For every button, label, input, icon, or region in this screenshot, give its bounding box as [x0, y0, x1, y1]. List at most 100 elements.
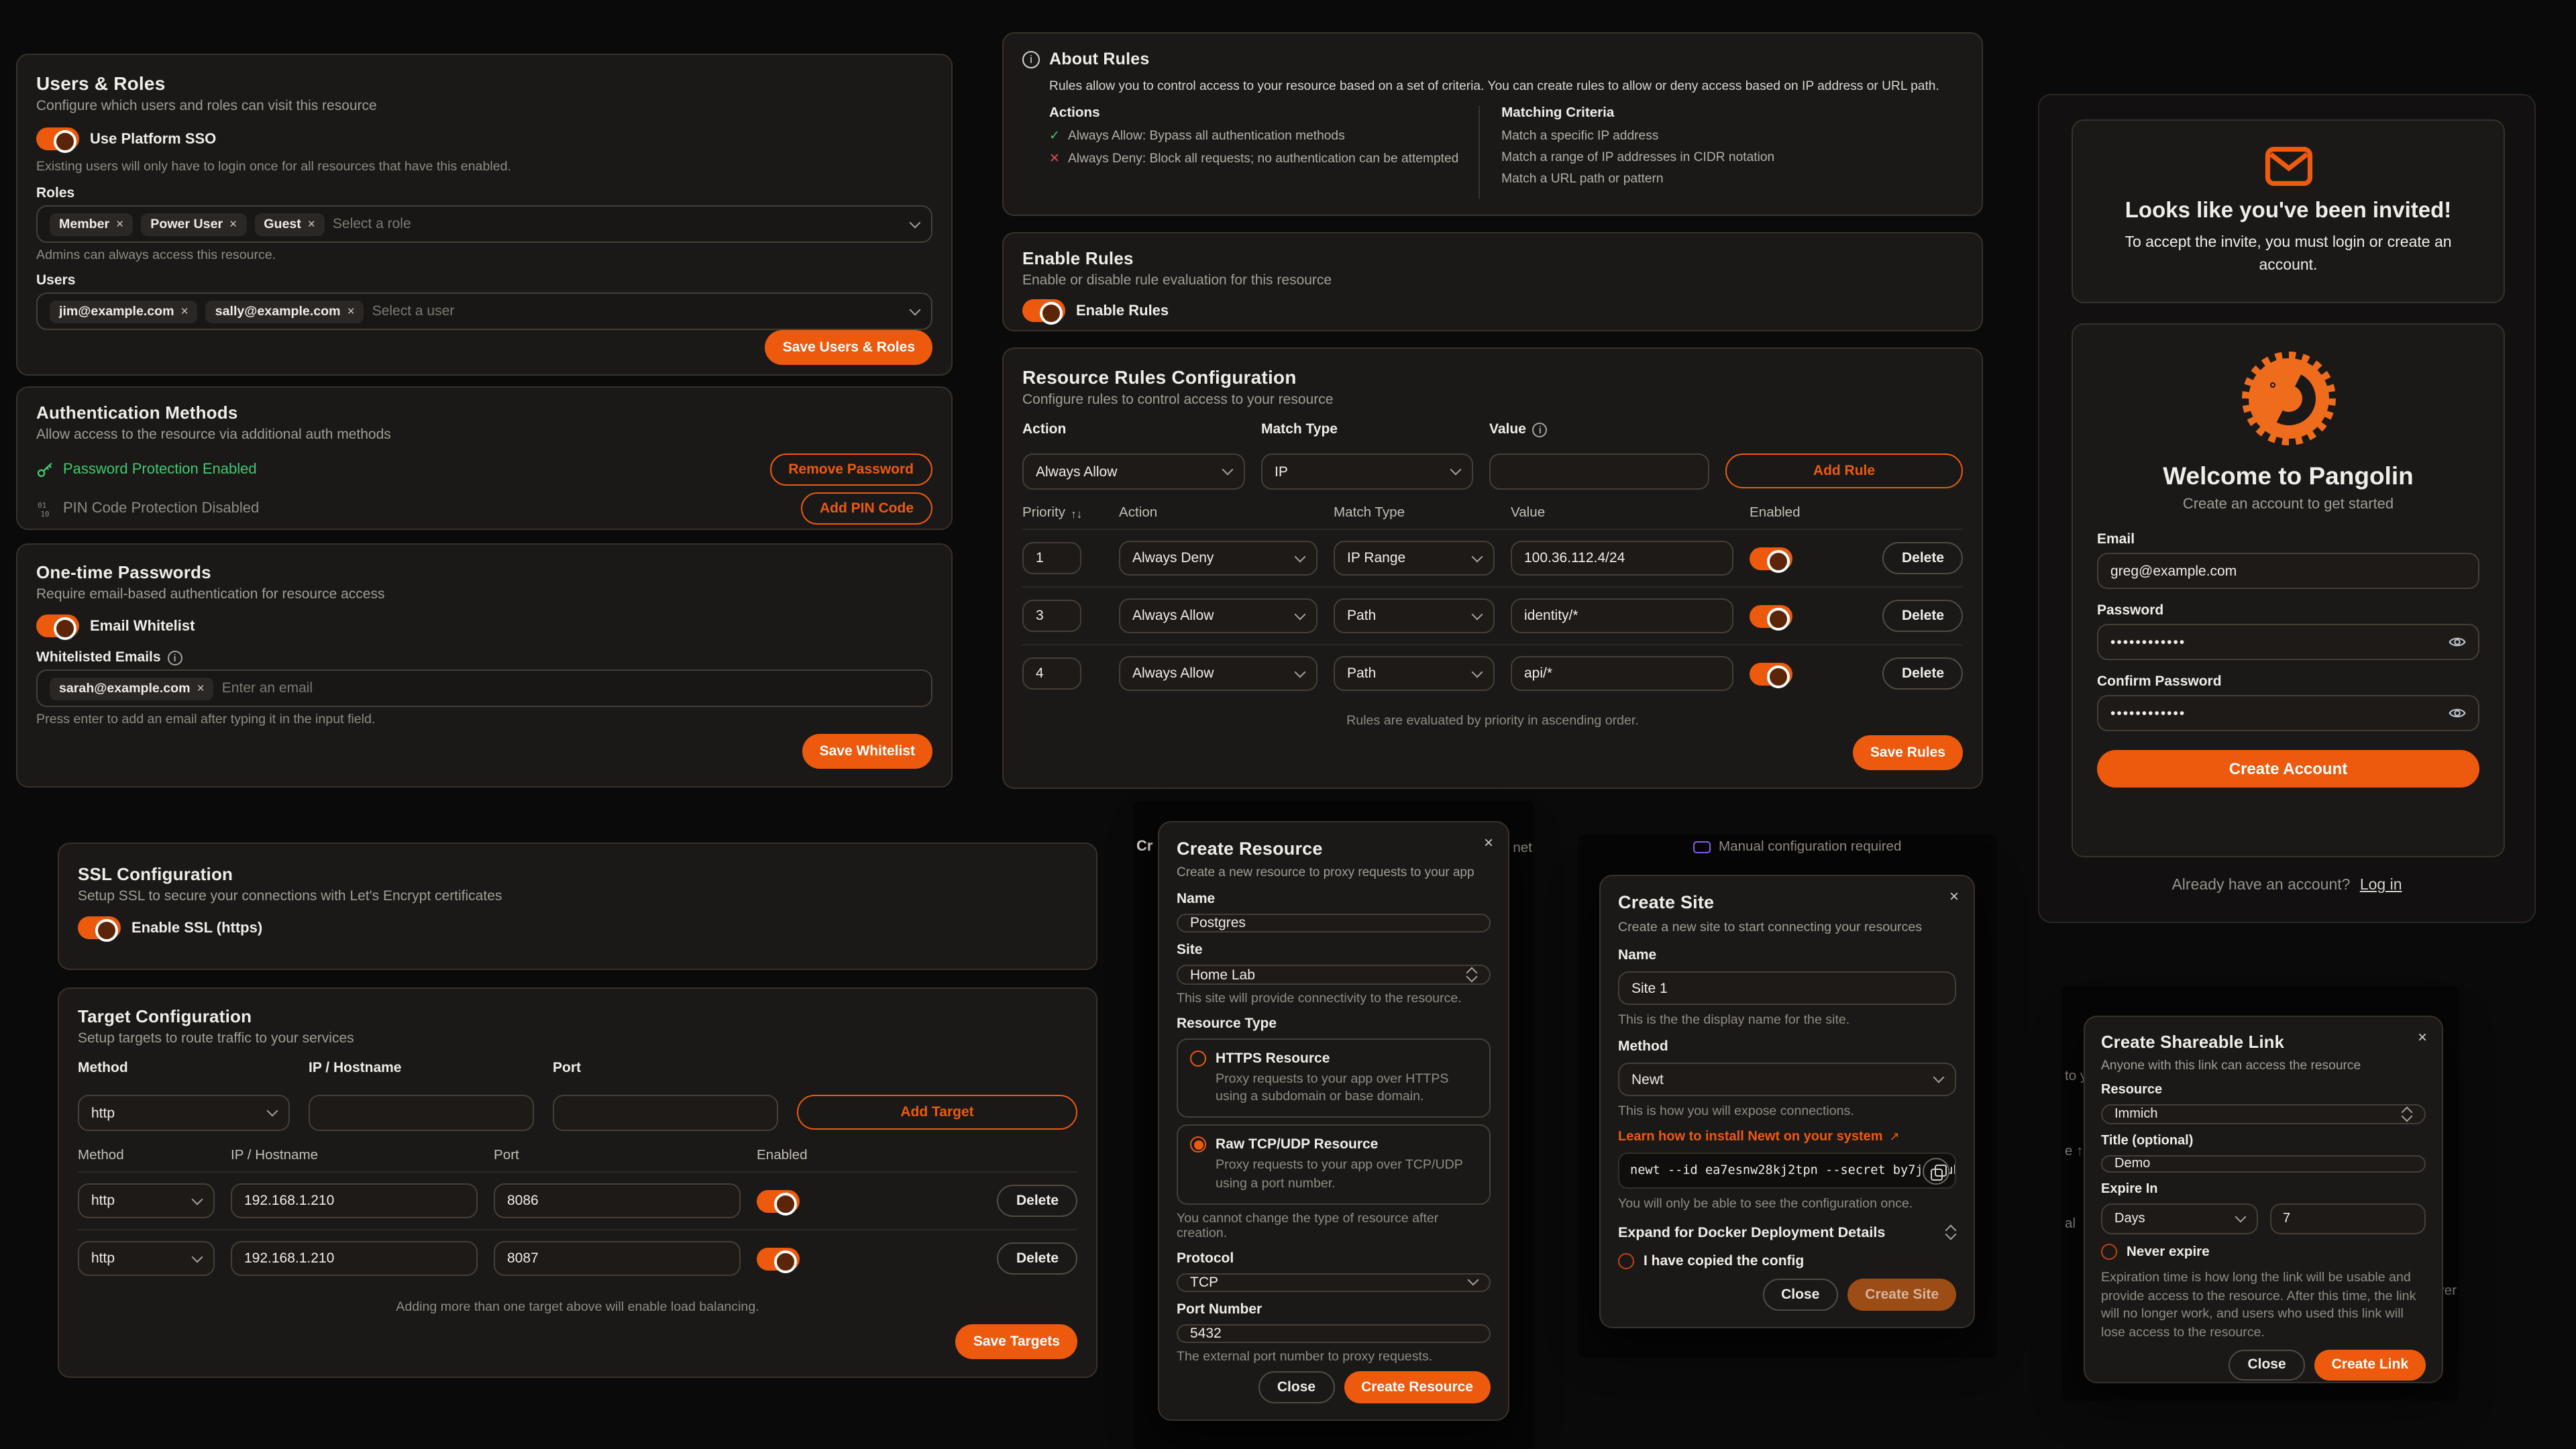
- port-input[interactable]: [553, 1095, 778, 1131]
- close-icon[interactable]: ×: [1949, 887, 1959, 906]
- chip-remove-icon[interactable]: ×: [229, 217, 237, 231]
- rule-action-select[interactable]: Always Allow: [1119, 656, 1318, 691]
- https-resource-option[interactable]: HTTPS Resource Proxy requests to your ap…: [1177, 1038, 1491, 1118]
- raw-resource-option[interactable]: Raw TCP/UDP Resource Proxy requests to y…: [1177, 1124, 1491, 1205]
- port-input[interactable]: [494, 1241, 741, 1276]
- site-name-input[interactable]: [1618, 971, 1956, 1005]
- resource-name-input[interactable]: [1177, 914, 1491, 933]
- save-whitelist-button[interactable]: Save Whitelist: [802, 734, 932, 769]
- email-whitelist-toggle[interactable]: [36, 614, 79, 640]
- method-select[interactable]: http: [78, 1183, 215, 1218]
- link-title-input[interactable]: [2101, 1155, 2426, 1173]
- eye-icon[interactable]: [2449, 633, 2466, 651]
- rule-match-type-select[interactable]: IP Range: [1334, 541, 1495, 576]
- resource-select[interactable]: Immich: [2101, 1104, 2426, 1124]
- protocol-select[interactable]: TCP: [1177, 1273, 1491, 1292]
- sort-icon[interactable]: ↑↓: [1071, 506, 1083, 520]
- save-targets-button[interactable]: Save Targets: [955, 1324, 1077, 1359]
- enable-ssl-toggle[interactable]: [78, 916, 121, 942]
- users-multiselect[interactable]: jim@example.com × sally@example.com × Sele…: [36, 292, 932, 330]
- delete-rule-button[interactable]: Delete: [1882, 657, 1963, 690]
- user-chip[interactable]: sally@example.com ×: [205, 300, 364, 323]
- role-chip[interactable]: Guest ×: [254, 213, 325, 235]
- rule-match-type-select[interactable]: Path: [1334, 598, 1495, 633]
- close-icon[interactable]: ×: [2417, 1028, 2427, 1046]
- radio-icon[interactable]: [1190, 1051, 1206, 1067]
- expire-in-label: Expire In: [2101, 1182, 2158, 1197]
- save-rules-button[interactable]: Save Rules: [1852, 735, 1963, 770]
- priority-input[interactable]: [1022, 542, 1081, 574]
- rule-action-select[interactable]: Always Deny: [1119, 541, 1318, 576]
- email-chip[interactable]: sarah@example.com ×: [50, 677, 214, 700]
- delete-rule-button[interactable]: Delete: [1882, 600, 1963, 632]
- radio-selected-icon[interactable]: [1190, 1136, 1206, 1153]
- platform-sso-toggle[interactable]: [36, 127, 79, 153]
- port-number-input[interactable]: [1177, 1324, 1491, 1344]
- chip-remove-icon[interactable]: ×: [116, 217, 124, 231]
- user-chip[interactable]: jim@example.com ×: [50, 300, 198, 323]
- add-pin-code-button[interactable]: Add PIN Code: [801, 492, 932, 525]
- create-site-button[interactable]: Create Site: [1847, 1279, 1956, 1311]
- save-users-roles-button[interactable]: Save Users & Roles: [765, 330, 932, 365]
- ip-hostname-input[interactable]: [231, 1241, 478, 1276]
- chip-remove-icon[interactable]: ×: [180, 304, 189, 319]
- chip-remove-icon[interactable]: ×: [347, 304, 355, 319]
- roles-multiselect[interactable]: Member × Power User × Guest × Select a role: [36, 205, 932, 243]
- password-field[interactable]: ••••••••••••: [2097, 624, 2479, 660]
- role-chip[interactable]: Member ×: [50, 213, 133, 235]
- rule-match-type-select[interactable]: Path: [1334, 656, 1495, 691]
- enable-rules-toggle[interactable]: [1022, 299, 1065, 325]
- rule-enabled-toggle[interactable]: [1750, 604, 1792, 630]
- close-icon[interactable]: ×: [1483, 833, 1493, 852]
- close-button[interactable]: Close: [1762, 1279, 1839, 1311]
- delete-rule-button[interactable]: Delete: [1882, 542, 1963, 574]
- copied-config-radio[interactable]: [1618, 1253, 1634, 1269]
- close-button[interactable]: Close: [2229, 1349, 2305, 1381]
- priority-input[interactable]: [1022, 600, 1081, 632]
- method-select[interactable]: http: [78, 1241, 215, 1276]
- add-rule-button[interactable]: Add Rule: [1725, 453, 1963, 488]
- ip-hostname-input[interactable]: [309, 1095, 534, 1131]
- rule-match-type-select[interactable]: IP: [1261, 453, 1473, 490]
- login-link[interactable]: Log in: [2359, 877, 2402, 894]
- close-button[interactable]: Close: [1258, 1371, 1335, 1404]
- create-account-button[interactable]: Create Account: [2097, 750, 2479, 788]
- docker-expand-label[interactable]: Expand for Docker Deployment Details: [1618, 1224, 1886, 1240]
- create-link-button[interactable]: Create Link: [2314, 1349, 2426, 1381]
- role-chip[interactable]: Power User ×: [141, 213, 247, 235]
- expire-unit-select[interactable]: Days: [2101, 1203, 2257, 1234]
- remove-password-button[interactable]: Remove Password: [769, 453, 932, 486]
- rule-enabled-toggle[interactable]: [1750, 662, 1792, 688]
- chip-remove-icon[interactable]: ×: [197, 681, 205, 696]
- delete-target-button[interactable]: Delete: [997, 1242, 1077, 1275]
- chip-remove-icon[interactable]: ×: [307, 217, 315, 231]
- rule-enabled-toggle[interactable]: [1750, 547, 1792, 572]
- rule-value-input[interactable]: [1511, 541, 1733, 576]
- target-enabled-toggle[interactable]: [757, 1247, 800, 1273]
- confirm-password-field[interactable]: ••••••••••••: [2097, 695, 2479, 731]
- site-method-select[interactable]: Newt: [1618, 1063, 1956, 1096]
- create-resource-button[interactable]: Create Resource: [1344, 1371, 1491, 1404]
- learn-newt-link[interactable]: Learn how to install Newt on your system: [1618, 1130, 1883, 1144]
- copy-icon[interactable]: [1923, 1158, 1949, 1185]
- add-target-button[interactable]: Add Target: [797, 1095, 1077, 1130]
- delete-target-button[interactable]: Delete: [997, 1185, 1077, 1217]
- priority-input[interactable]: [1022, 657, 1081, 690]
- never-expire-radio[interactable]: [2101, 1244, 2117, 1260]
- port-input[interactable]: [494, 1183, 741, 1218]
- rule-value-input[interactable]: [1511, 598, 1733, 633]
- site-select[interactable]: Home Lab: [1177, 965, 1491, 985]
- updown-icon[interactable]: [1944, 1224, 1956, 1241]
- eye-icon[interactable]: [2449, 704, 2466, 722]
- method-select[interactable]: http: [78, 1095, 290, 1131]
- rule-action-select[interactable]: Always Allow: [1119, 598, 1318, 633]
- target-enabled-toggle[interactable]: [757, 1189, 800, 1215]
- whitelist-email-input[interactable]: sarah@example.com × Enter an email: [36, 669, 932, 707]
- rule-value-input[interactable]: [1511, 656, 1733, 691]
- ip-hostname-input[interactable]: [231, 1183, 478, 1218]
- rule-value-input[interactable]: [1489, 453, 1709, 490]
- port-number-help: The external port number to proxy reques…: [1177, 1350, 1433, 1365]
- expire-value-input[interactable]: [2269, 1203, 2426, 1234]
- rule-action-select[interactable]: Always Allow: [1022, 453, 1245, 490]
- email-field[interactable]: [2097, 553, 2479, 589]
